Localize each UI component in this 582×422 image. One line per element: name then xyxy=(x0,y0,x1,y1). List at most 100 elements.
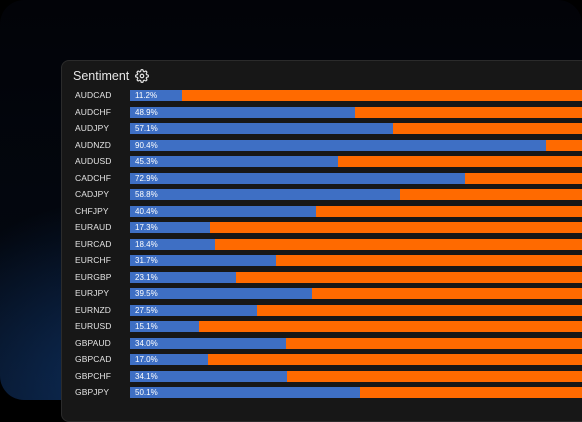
long-percent-fill xyxy=(130,321,200,332)
panel-header: Sentiment xyxy=(73,68,150,84)
percent-label: 50.1% xyxy=(135,388,158,397)
percent-label: 40.4% xyxy=(135,206,158,216)
long-percent-fill xyxy=(130,337,287,349)
sentiment-bar: 57.1% xyxy=(130,123,582,134)
long-percent-fill xyxy=(130,387,361,398)
sentiment-bar: 34.1% xyxy=(130,370,582,382)
sentiment-bar: 23.1% xyxy=(130,271,582,283)
sentiment-row-audusd[interactable]: AUDUSD 45.3% xyxy=(62,154,582,171)
sentiment-bar: 40.4% xyxy=(130,205,582,217)
percent-label: 34.0% xyxy=(135,338,158,348)
panel-title: Sentiment xyxy=(73,69,130,83)
pair-label: EURCAD xyxy=(75,238,112,249)
sentiment-row-chfjpy[interactable]: CHFJPY 40.4% xyxy=(62,204,582,221)
pair-label: EURJPY xyxy=(75,288,110,298)
sentiment-row-gbpjpy[interactable]: GBPJPY 50.1% xyxy=(62,385,582,402)
pair-label: AUDCHF xyxy=(75,106,112,117)
percent-label: 18.4% xyxy=(135,239,158,249)
sentiment-bar: 15.1% xyxy=(130,321,582,332)
sentiment-bar: 45.3% xyxy=(130,156,582,167)
pair-label: AUDCAD xyxy=(75,90,112,100)
pair-label: AUDNZD xyxy=(75,139,112,150)
long-percent-fill xyxy=(130,123,393,134)
sentiment-row-eurchf[interactable]: EURCHF 31.7% xyxy=(62,253,582,270)
sentiment-row-gbpaud[interactable]: GBPAUD 34.0% xyxy=(62,336,582,353)
percent-label: 72.9% xyxy=(135,173,158,183)
sentiment-row-eurusd[interactable]: EURUSD 15.1% xyxy=(62,319,582,336)
sentiment-row-audchf[interactable]: AUDCHF 48.9% xyxy=(62,105,582,122)
long-percent-fill xyxy=(130,106,355,118)
sentiment-bar: 39.5% xyxy=(130,288,582,299)
long-percent-fill xyxy=(130,205,316,217)
pair-label: EURAUD xyxy=(75,222,112,232)
long-percent-fill xyxy=(130,238,215,250)
sentiment-bar: 72.9% xyxy=(130,172,582,184)
percent-label: 17.3% xyxy=(135,223,158,232)
percent-label: 45.3% xyxy=(135,157,158,166)
sentiment-bar: 34.0% xyxy=(130,337,582,349)
percent-label: 27.5% xyxy=(135,305,158,315)
sentiment-row-gbpchf[interactable]: GBPCHF 34.1% xyxy=(62,369,582,386)
percent-label: 34.1% xyxy=(135,371,158,381)
percent-label: 23.1% xyxy=(135,272,158,282)
sentiment-bar: 17.0% xyxy=(130,354,582,365)
pair-label: CADCHF xyxy=(75,172,112,183)
percent-label: 58.8% xyxy=(135,190,158,199)
gear-icon[interactable] xyxy=(135,69,150,83)
percent-label: 90.4% xyxy=(135,140,158,150)
sentiment-bar: 18.4% xyxy=(130,238,582,250)
sentiment-row-cadjpy[interactable]: CADJPY 58.8% xyxy=(62,187,582,204)
percent-label: 31.7% xyxy=(135,256,158,265)
long-percent-fill xyxy=(130,90,182,101)
percent-label: 15.1% xyxy=(135,322,158,331)
pair-label: AUDUSD xyxy=(75,156,112,166)
sentiment-row-audnzd[interactable]: AUDNZD 90.4% xyxy=(62,138,582,155)
pair-label: GBPAUD xyxy=(75,337,111,348)
long-percent-fill xyxy=(130,172,466,184)
percent-label: 11.2% xyxy=(135,91,158,100)
sentiment-bar: 11.2% xyxy=(130,90,582,101)
percent-label: 17.0% xyxy=(135,355,158,364)
pair-label: CHFJPY xyxy=(75,205,109,216)
percent-label: 48.9% xyxy=(135,107,158,117)
sentiment-row-eurgbp[interactable]: EURGBP 23.1% xyxy=(62,270,582,287)
long-percent-fill xyxy=(130,304,257,316)
pair-label: EURCHF xyxy=(75,255,112,265)
sentiment-row-eurcad[interactable]: EURCAD 18.4% xyxy=(62,237,582,254)
sentiment-bar: 50.1% xyxy=(130,387,582,398)
sentiment-bar: 27.5% xyxy=(130,304,582,316)
percent-label: 57.1% xyxy=(135,124,158,133)
pair-label: GBPCAD xyxy=(75,354,112,364)
sentiment-row-cadchf[interactable]: CADCHF 72.9% xyxy=(62,171,582,188)
long-percent-fill xyxy=(130,370,287,382)
pair-label: GBPJPY xyxy=(75,387,110,397)
percent-label: 39.5% xyxy=(135,289,158,298)
sentiment-panel: Sentiment AUDCAD 11.2% AUDCHF 48.9% AUDJPY 57… xyxy=(61,60,582,422)
pair-label: CADJPY xyxy=(75,189,110,199)
sentiment-row-gbpcad[interactable]: GBPCAD 17.0% xyxy=(62,352,582,369)
long-percent-fill xyxy=(130,189,401,200)
long-percent-fill xyxy=(130,288,312,299)
sentiment-bar: 90.4% xyxy=(130,139,582,151)
sentiment-rows: AUDCAD 11.2% AUDCHF 48.9% AUDJPY 57.1% AUDNZD 9… xyxy=(62,88,582,402)
pair-label: AUDJPY xyxy=(75,123,110,133)
sentiment-bar: 31.7% xyxy=(130,255,582,266)
sentiment-row-audjpy[interactable]: AUDJPY 57.1% xyxy=(62,121,582,138)
sentiment-row-eurjpy[interactable]: EURJPY 39.5% xyxy=(62,286,582,303)
pair-label: EURNZD xyxy=(75,304,112,315)
sentiment-row-euraud[interactable]: EURAUD 17.3% xyxy=(62,220,582,237)
sentiment-bar: 17.3% xyxy=(130,222,582,233)
pair-label: EURGBP xyxy=(75,271,112,282)
pair-label: EURUSD xyxy=(75,321,112,331)
sentiment-row-audcad[interactable]: AUDCAD 11.2% xyxy=(62,88,582,105)
long-percent-fill xyxy=(130,156,339,167)
long-percent-fill xyxy=(130,255,276,266)
long-percent-fill xyxy=(130,139,546,151)
sentiment-bar: 48.9% xyxy=(130,106,582,118)
pair-label: GBPCHF xyxy=(75,370,112,381)
sentiment-row-eurnzd[interactable]: EURNZD 27.5% xyxy=(62,303,582,320)
long-percent-fill xyxy=(130,354,209,365)
long-percent-fill xyxy=(130,271,237,283)
sentiment-bar: 58.8% xyxy=(130,189,582,200)
long-percent-fill xyxy=(130,222,210,233)
